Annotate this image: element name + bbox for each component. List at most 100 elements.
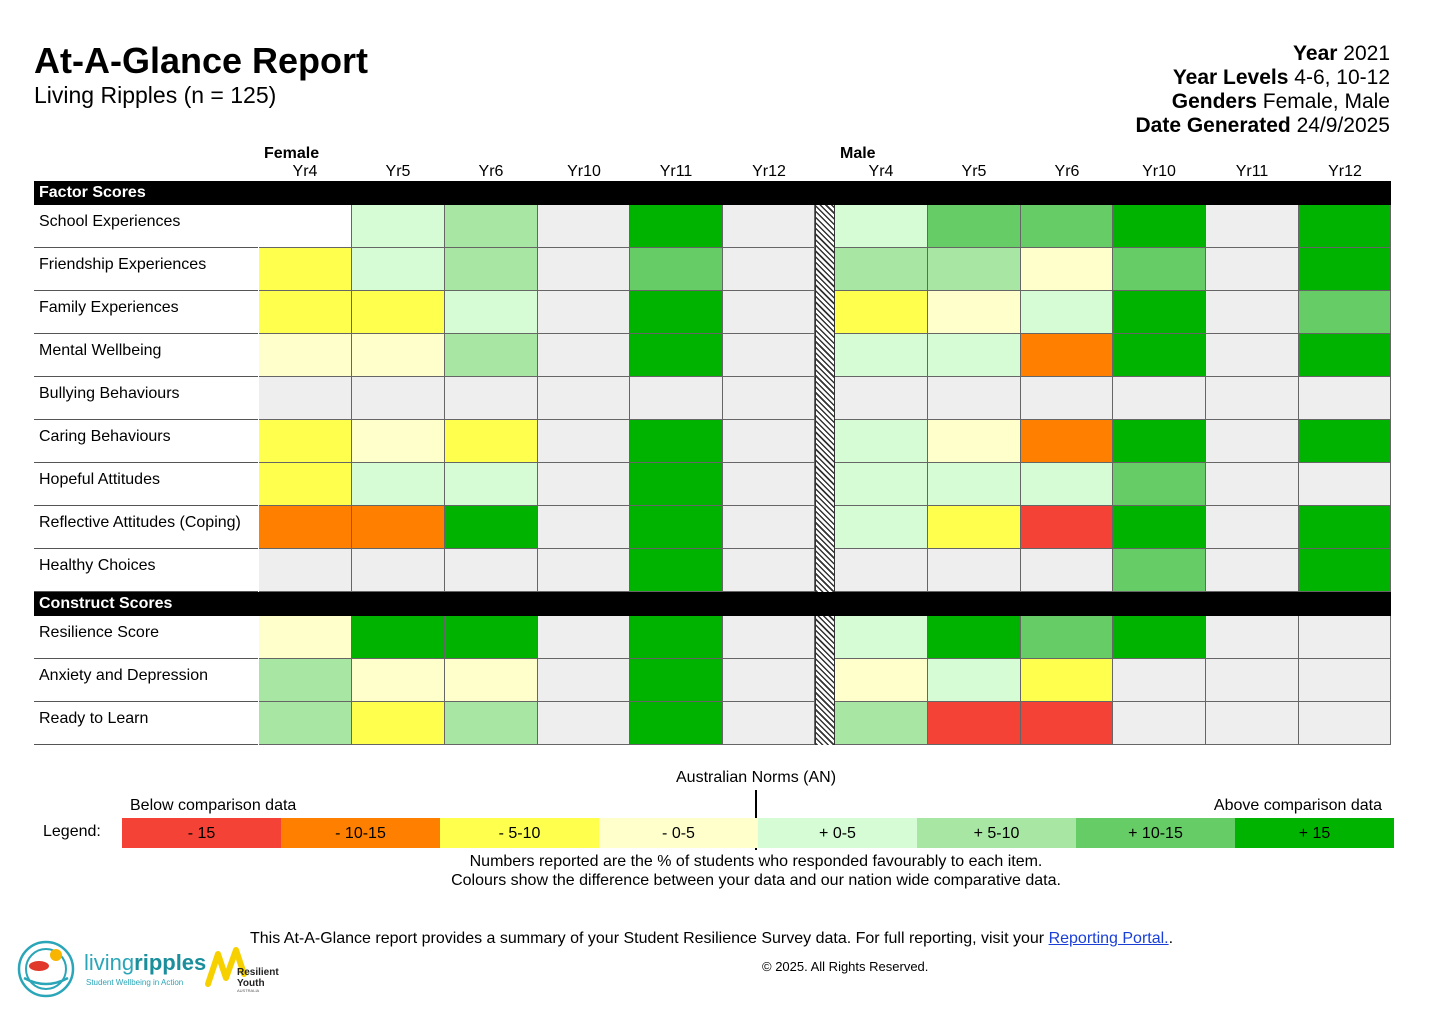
heatmap-cell bbox=[352, 616, 445, 659]
heatmap-cell bbox=[928, 334, 1021, 377]
heatmap-cell bbox=[259, 616, 352, 659]
row-label: Caring Behaviours bbox=[34, 420, 258, 463]
column-header: Yr5 bbox=[385, 163, 411, 180]
row-label-text: Reflective Attitudes (Coping) bbox=[39, 514, 241, 531]
heatmap-cell bbox=[1206, 420, 1299, 463]
heatmap-cell bbox=[1021, 549, 1113, 592]
row-label: Mental Wellbeing bbox=[34, 334, 258, 377]
meta-value: 4-6, 10-12 bbox=[1294, 66, 1390, 89]
heatmap-cell bbox=[1206, 659, 1299, 702]
heatmap-cell bbox=[1113, 463, 1206, 506]
meta-label: Date Generated bbox=[1135, 114, 1291, 137]
legend-note-2: Colours show the difference between your… bbox=[451, 872, 1061, 889]
above-comparison-label: Above comparison data bbox=[1213, 797, 1382, 814]
heatmap-cell bbox=[538, 659, 630, 702]
heatmap-cell bbox=[1021, 377, 1113, 420]
heatmap-cell bbox=[630, 463, 723, 506]
heatmap-cell bbox=[1206, 291, 1299, 334]
heatmap-cell bbox=[928, 420, 1021, 463]
heatmap-cell bbox=[1299, 616, 1391, 659]
heatmap-cell bbox=[1021, 616, 1113, 659]
below-comparison-label: Below comparison data bbox=[130, 797, 297, 814]
heatmap-cell bbox=[538, 377, 630, 420]
heatmap-cell bbox=[723, 334, 815, 377]
heatmap-cell bbox=[835, 248, 928, 291]
meta-label: Year Levels bbox=[1172, 66, 1289, 89]
heatmap-cell bbox=[630, 549, 723, 592]
heatmap-cell bbox=[259, 549, 352, 592]
column-header: Yr6 bbox=[478, 163, 504, 180]
resilient-youth-logo: Resilient Youth AUSTRALIA bbox=[205, 947, 279, 993]
row-label: Family Experiences bbox=[34, 291, 258, 334]
heatmap-cell bbox=[723, 506, 815, 549]
legend-note-1: Numbers reported are the % of students w… bbox=[469, 853, 1043, 870]
heatmap-cell bbox=[445, 616, 538, 659]
row-label: School Experiences bbox=[34, 205, 258, 248]
legend-swatch: - 10-15 bbox=[281, 818, 440, 848]
legend-label: Legend: bbox=[43, 823, 101, 840]
heatmap-cell bbox=[928, 463, 1021, 506]
heatmap-cell bbox=[1113, 659, 1206, 702]
heatmap-cell bbox=[835, 377, 928, 420]
heatmap-cell bbox=[723, 291, 815, 334]
heatmap-cell bbox=[630, 506, 723, 549]
heatmap-cell bbox=[1299, 506, 1391, 549]
heatmap-cell bbox=[723, 549, 815, 592]
heatmap-cell bbox=[352, 205, 445, 248]
meta-value: 2021 bbox=[1343, 42, 1390, 65]
heatmap-cell bbox=[445, 702, 538, 745]
gender-divider bbox=[815, 616, 835, 745]
heatmap-cell bbox=[835, 659, 928, 702]
heatmap-cell bbox=[259, 702, 352, 745]
meta-value: 24/9/2025 bbox=[1296, 114, 1390, 137]
resilient-youth-line3: AUSTRALIA bbox=[237, 988, 260, 993]
heatmap-cell bbox=[928, 377, 1021, 420]
resilient-youth-line1: Resilient bbox=[237, 967, 279, 978]
row-label-text: Resilience Score bbox=[39, 624, 160, 641]
heatmap-cell bbox=[835, 420, 928, 463]
group-label-female: Female bbox=[264, 145, 320, 162]
meta-year: Year 2021 bbox=[1293, 42, 1390, 66]
heatmap-cell bbox=[630, 377, 723, 420]
column-header: Yr12 bbox=[752, 163, 786, 180]
row-label-text: Anxiety and Depression bbox=[39, 667, 208, 684]
heatmap-cell bbox=[1021, 420, 1113, 463]
heatmap-cell bbox=[1021, 463, 1113, 506]
row-label-text: Caring Behaviours bbox=[39, 428, 171, 445]
heatmap-cell bbox=[538, 248, 630, 291]
heatmap-cell bbox=[630, 659, 723, 702]
meta-label: Genders bbox=[1171, 90, 1257, 113]
living-ripples-name: livingripples bbox=[84, 950, 206, 975]
row-label: Anxiety and Depression bbox=[34, 659, 258, 702]
row-label-text: Healthy Choices bbox=[39, 557, 156, 574]
column-header: Yr12 bbox=[1328, 163, 1362, 180]
heatmap-cell bbox=[352, 549, 445, 592]
heatmap-cell bbox=[352, 420, 445, 463]
heatmap-cell bbox=[1021, 205, 1113, 248]
row-label: Resilience Score bbox=[34, 616, 258, 659]
heatmap-cell bbox=[1206, 205, 1299, 248]
column-header: Yr11 bbox=[659, 163, 693, 180]
heatmap-cell bbox=[928, 659, 1021, 702]
heatmap-cell bbox=[1113, 616, 1206, 659]
row-label-text: Mental Wellbeing bbox=[39, 342, 162, 359]
heatmap-cell bbox=[538, 616, 630, 659]
heatmap-cell bbox=[352, 377, 445, 420]
heatmap-cell bbox=[445, 549, 538, 592]
heatmap-cell bbox=[445, 659, 538, 702]
heatmap-cell bbox=[1021, 334, 1113, 377]
report-title: At-A-Glance Report bbox=[34, 40, 369, 81]
heatmap-cell bbox=[1113, 291, 1206, 334]
heatmap-cell bbox=[630, 248, 723, 291]
heatmap-cell bbox=[1299, 549, 1391, 592]
row-label: Bullying Behaviours bbox=[34, 377, 258, 420]
heatmap-cell bbox=[1113, 248, 1206, 291]
heatmap-cell bbox=[630, 702, 723, 745]
heatmap-cell bbox=[835, 334, 928, 377]
column-header: Yr10 bbox=[567, 163, 601, 180]
reporting-portal-link[interactable]: Reporting Portal. bbox=[1048, 930, 1169, 947]
heatmap-cell bbox=[1206, 377, 1299, 420]
column-header: Yr11 bbox=[1235, 163, 1269, 180]
footer-text: This At-A-Glance report provides a summa… bbox=[250, 930, 1173, 948]
column-header: Yr6 bbox=[1054, 163, 1080, 180]
